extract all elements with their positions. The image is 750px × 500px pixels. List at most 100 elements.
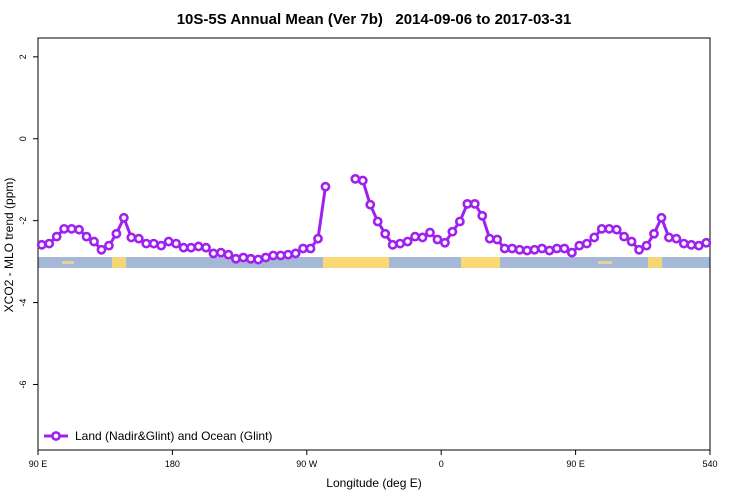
surface-strip [38,257,710,268]
y-axis-label: XCO2 - MLO trend (ppm) [2,178,16,313]
data-point [649,228,659,239]
plot-frame [37,37,711,451]
data-point [671,233,682,244]
data-point [305,243,316,254]
data-point [432,234,443,245]
data-point [656,212,667,223]
land-strip [461,257,500,268]
land-strip [648,257,662,268]
data-point [238,252,249,263]
data-point [499,243,510,254]
legend-label: Land (Nadir&Glint) and Ocean (Glint) [75,429,272,443]
data-point [522,245,532,256]
data-point [425,227,435,238]
data-point [223,249,234,260]
land-strip [112,257,126,268]
data-point [66,223,77,234]
data-point [462,198,473,209]
data-point [320,181,331,192]
data-point [454,216,465,227]
data-point [604,223,615,234]
data-point [283,249,294,260]
data-point [484,233,495,244]
data-point [141,238,152,249]
data-point [111,228,122,239]
data-point [693,240,704,251]
data-point [163,236,174,247]
data-point [410,231,420,242]
data-point [74,224,84,235]
data-point [402,236,413,247]
x-tick-label: 540 [702,459,717,469]
land-strip [598,261,612,264]
legend-marker [51,431,61,441]
data-point [245,253,256,264]
data-point [365,199,376,210]
data-point [44,238,55,249]
data-point [566,247,577,258]
data-point [678,238,689,249]
data-point [634,244,644,255]
x-axis-label: Longitude (deg E) [326,476,421,490]
data-point [230,253,241,264]
data-point [133,233,144,244]
data-point [268,250,279,261]
data-point [208,248,219,259]
data-point [290,248,301,259]
data-point [395,238,406,249]
data-point [148,238,159,249]
data-point [544,245,555,256]
data-point [193,241,204,252]
data-point [372,216,383,227]
land-strip [323,257,389,268]
data-point [387,239,398,250]
data-point [701,237,712,248]
chart-title: 10S-5S Annual Mean (Ver 7b) 2014-09-06 t… [177,11,572,28]
data-point [171,238,182,249]
y-tick-label: 2 [18,54,28,59]
data-point [440,237,450,248]
data-point [492,234,503,245]
y-tick-label: -2 [18,217,28,225]
data-point [626,236,637,247]
data-point [559,243,570,254]
data-point [380,228,391,239]
data-point [469,198,480,209]
y-tick-label: 0 [18,136,28,141]
data-point [529,244,540,255]
data-point [552,243,562,254]
data-point [298,243,308,254]
data-point [686,239,697,250]
data-point [186,242,196,253]
data-point [641,240,652,251]
data-point [126,232,137,243]
data-point [59,223,70,234]
data-point [253,254,264,265]
y-tick-label: -6 [18,380,28,388]
data-point [104,240,114,251]
x-tick-label: 90 E [29,459,48,469]
data-point [574,240,585,251]
data-point [619,231,630,242]
data-point [118,212,129,223]
data-point [581,238,592,249]
data-point [89,236,99,247]
data-point [417,232,428,243]
x-tick-label: 90 W [296,459,318,469]
data-point [275,250,286,261]
data-point [507,243,518,254]
data-point [201,242,211,253]
data-point [664,232,674,243]
data-point [216,247,226,258]
data-point [51,231,62,242]
y-tick-label: -4 [18,299,28,307]
data-point [81,231,92,242]
land-strip [62,261,74,264]
data-point [537,243,547,254]
data-point [313,233,323,244]
data-point [350,173,361,184]
data-point [260,252,271,263]
data-point [96,244,107,255]
data-point [36,239,47,250]
